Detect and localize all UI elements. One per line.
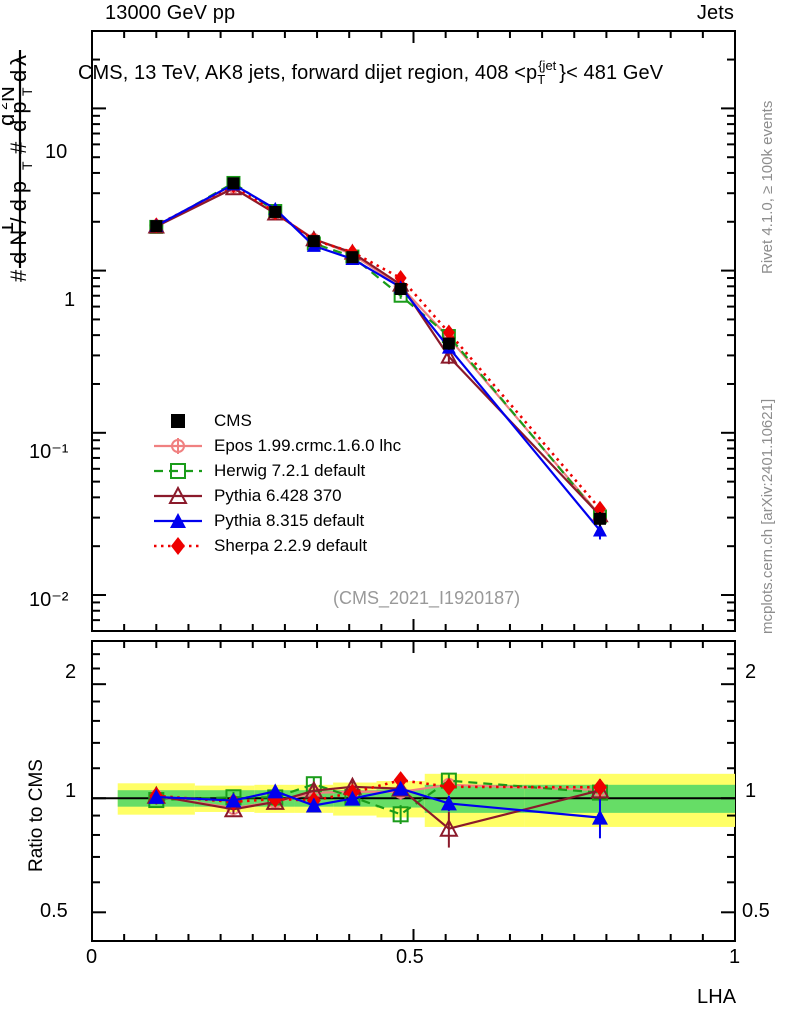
ratio-y-axis-title: Ratio to CMS xyxy=(18,700,48,880)
legend-key-epos xyxy=(152,435,204,457)
y-axis-title: # d N / d p T # d p T d λ 1 d 2 N xyxy=(2,20,60,282)
legend-label-cms: CMS xyxy=(214,410,252,430)
plot-title: CMS, 13 TeV, AK8 jets, forward dijet reg… xyxy=(78,58,664,87)
watermark-label: (CMS_2021_I1920187) xyxy=(333,588,521,608)
legend-item-cms[interactable]: CMS xyxy=(152,408,401,433)
svg-text:d p: d p xyxy=(6,101,31,132)
x-tick-label-05: 0.5 xyxy=(396,946,424,968)
svg-text:d N / d p: d N / d p xyxy=(6,181,31,264)
legend-item-pythia8[interactable]: Pythia 8.315 default xyxy=(152,508,401,533)
svg-text:λ: λ xyxy=(6,55,31,66)
legend-item-epos[interactable]: Epos 1.99.crmc.1.6.0 lhc xyxy=(152,433,401,458)
legend-item-sherpa[interactable]: Sherpa 2.2.9 default xyxy=(152,533,401,558)
svg-text:1: 1 xyxy=(2,222,18,234)
ratio-tick-label-05-right: 0.5 xyxy=(742,900,770,922)
legend-label-epos: Epos 1.99.crmc.1.6.0 lhc xyxy=(214,435,402,455)
legend-key-sherpa xyxy=(152,535,204,557)
x-tick-label-0: 0 xyxy=(86,946,98,968)
svg-text:mcplots.cern.ch [arXiv:2401.10: mcplots.cern.ch [arXiv:2401.10621] xyxy=(759,399,776,634)
ratio-tick-label-2-right: 2 xyxy=(745,661,757,683)
legend-label-sherpa: Sherpa 2.2.9 default xyxy=(214,535,368,555)
legend-key-herwig xyxy=(152,460,204,482)
plot-title-tail: }< 481 GeV xyxy=(559,62,664,84)
y-tick-label-10: 10 xyxy=(45,141,68,163)
legend-label-herwig: Herwig 7.2.1 default xyxy=(214,460,366,480)
legend-item-pythia6[interactable]: Pythia 6.428 370 xyxy=(152,483,401,508)
legend-key-cms xyxy=(152,410,204,432)
svg-text:#: # xyxy=(6,269,31,282)
svg-text:T: T xyxy=(19,87,35,96)
legend: CMS Epos 1.99.crmc.1.6.0 lhc Herwig 7.2.1 … xyxy=(152,408,401,558)
plot-title-sup: {jet xyxy=(538,58,557,73)
side-label-rivet: Rivet 4.1.0, ≥ 100k events xyxy=(752,28,778,278)
y-tick-label-1e-1: 10⁻¹ xyxy=(29,441,69,463)
legend-key-pythia6 xyxy=(152,485,204,507)
legend-key-pythia8 xyxy=(152,510,204,532)
svg-text:d: d xyxy=(6,70,31,82)
svg-text:N: N xyxy=(2,86,19,102)
svg-text:Rivet 4.1.0, ≥ 100k events: Rivet 4.1.0, ≥ 100k events xyxy=(759,101,776,274)
header-right: Jets xyxy=(696,2,734,24)
plot-title-main: CMS, 13 TeV, AK8 jets, forward dijet reg… xyxy=(78,62,538,84)
y-tick-label-1e-2: 10⁻² xyxy=(29,589,69,611)
x-tick-label-1: 1 xyxy=(729,946,741,968)
plot-title-sub: T xyxy=(537,72,546,87)
header-left: 13000 GeV pp xyxy=(105,2,236,24)
ratio-tick-label-05-left: 0.5 xyxy=(40,900,68,922)
ratio-tick-label-1-left: 1 xyxy=(65,780,77,802)
svg-text:#: # xyxy=(6,141,31,154)
legend-label-pythia6: Pythia 6.428 370 xyxy=(214,485,342,505)
svg-text:Ratio to CMS: Ratio to CMS xyxy=(26,759,47,872)
ratio-tick-label-2-left: 2 xyxy=(65,661,77,683)
y-tick-label-1: 1 xyxy=(64,289,76,311)
svg-text:T: T xyxy=(19,161,35,170)
ratio-tick-label-1-right: 1 xyxy=(745,780,757,802)
legend-label-pythia8: Pythia 8.315 default xyxy=(214,510,365,530)
svg-text:2: 2 xyxy=(2,102,10,110)
x-axis-title: LHA xyxy=(697,986,737,1008)
legend-item-herwig[interactable]: Herwig 7.2.1 default xyxy=(152,458,401,483)
side-label-mcplots: mcplots.cern.ch [arXiv:2401.10621] xyxy=(752,368,778,638)
svg-text:d: d xyxy=(2,114,19,126)
